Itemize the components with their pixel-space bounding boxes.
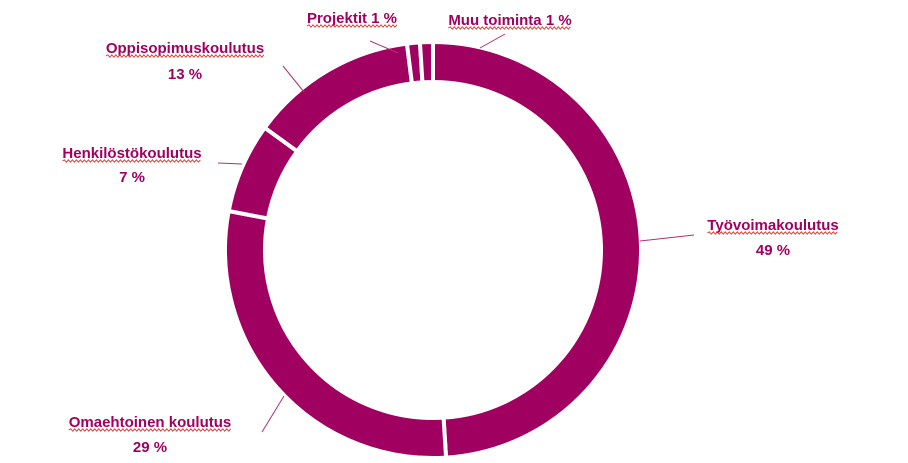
slice-oppisopimuskoulutus <box>261 41 415 155</box>
leader-line-tyovoimakoulutus <box>639 234 695 242</box>
leader-line-oppisopimuskoulutus <box>282 65 305 93</box>
slice-category-muu-toiminta: Muu toiminta <box>448 12 542 29</box>
slice-muu-toiminta <box>417 39 435 85</box>
slice-label-omaehtoinen-koulutus: Omaehtoinen koulutus <box>69 414 232 431</box>
slice-value-tyovoimakoulutus: 49 % <box>756 242 790 259</box>
slice-value-muu-toiminta: 1 % <box>546 12 572 29</box>
slice-value-projektit: 1 % <box>371 10 397 27</box>
leader-line-henkilostokoulutus <box>217 162 243 165</box>
spellcheck-underline-muu-toiminta <box>448 26 571 30</box>
spellcheck-underline-oppisopimuskoulutus <box>105 54 265 58</box>
slice-label-oppisopimuskoulutus: Oppisopimuskoulutus <box>106 40 264 57</box>
leader-line-omaehtoinen-koulutus <box>261 395 285 433</box>
slice-value-henkilostokoulutus: 7 % <box>119 169 145 186</box>
slice-label-henkilostokoulutus: Henkilöstökoulutus <box>62 145 201 162</box>
leader-line-projektit <box>369 40 399 54</box>
slice-value-oppisopimuskoulutus: 13 % <box>168 66 202 83</box>
slice-label-tyovoimakoulutus: Työvoimakoulutus <box>707 217 838 234</box>
spellcheck-underline-tyovoimakoulutus <box>707 231 838 235</box>
slice-label-projektit: Projektit 1 % <box>307 10 397 27</box>
slice-label-muu-toiminta: Muu toiminta 1 % <box>448 12 571 29</box>
spellcheck-underline-projektit <box>306 24 398 28</box>
slice-value-omaehtoinen-koulutus: 29 % <box>133 439 167 456</box>
slice-category-projektit: Projektit <box>307 10 367 27</box>
leader-line-muu-toiminta <box>479 33 506 49</box>
slice-omaehtoinen-koulutus <box>223 208 449 460</box>
slice-tyovoimakoulutus <box>431 39 643 460</box>
spellcheck-underline-omaehtoinen-koulutus <box>68 428 232 432</box>
spellcheck-underline-henkilostokoulutus <box>62 159 201 163</box>
